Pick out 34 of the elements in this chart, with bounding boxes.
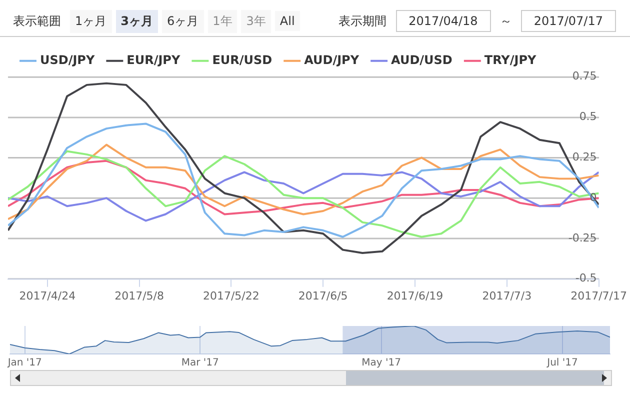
text: ～ [498, 12, 513, 30]
x-tick-label: 2017/7/17 [570, 289, 627, 302]
legend-label: USD/JPY [40, 53, 95, 68]
x-tick-label: 2017/7/3 [482, 289, 532, 302]
x-tick-label: 2017/5/22 [203, 289, 260, 302]
text: 3ヶ月 [116, 10, 158, 32]
text: 1年 [208, 10, 238, 32]
x-tick-label: Jan '17 [6, 358, 42, 369]
x-tick-label: 2017/6/19 [386, 289, 444, 302]
y-tick-label: -0.25 [568, 231, 597, 244]
y-tick-label: 0.75 [572, 70, 597, 83]
text: 3年 [241, 10, 271, 32]
text: 2017/04/18 [396, 10, 491, 32]
x-tick-label: 2017/6/5 [298, 289, 348, 302]
x-tick-label: May '17 [362, 358, 401, 369]
x-tick-label: 2017/5/8 [114, 289, 164, 302]
y-tick-label: 0.5 [579, 110, 597, 124]
x-tick-label: Jul '17 [546, 358, 578, 369]
legend-label: AUD/USD [391, 53, 452, 68]
text: 表示期間 [338, 12, 388, 30]
legend-label: EUR/USD [212, 53, 272, 68]
x-tick-label: Mar '17 [181, 358, 219, 369]
legend-label: AUD/JPY [304, 53, 360, 68]
legend-label: TRY/JPY [484, 53, 536, 68]
legend-label: EUR/JPY [126, 53, 180, 68]
y-tick-label: -0.5 [575, 272, 597, 285]
y-tick-label: 0 [590, 190, 597, 204]
text: 6ヶ月 [162, 10, 204, 32]
text: 表示範囲 [12, 12, 62, 30]
x-tick-label: 2017/4/24 [19, 289, 76, 302]
text: 1ヶ月 [70, 10, 112, 32]
text: 2017/07/17 [520, 10, 616, 32]
y-tick-label: 0.25 [572, 150, 597, 164]
text: All [274, 11, 300, 31]
